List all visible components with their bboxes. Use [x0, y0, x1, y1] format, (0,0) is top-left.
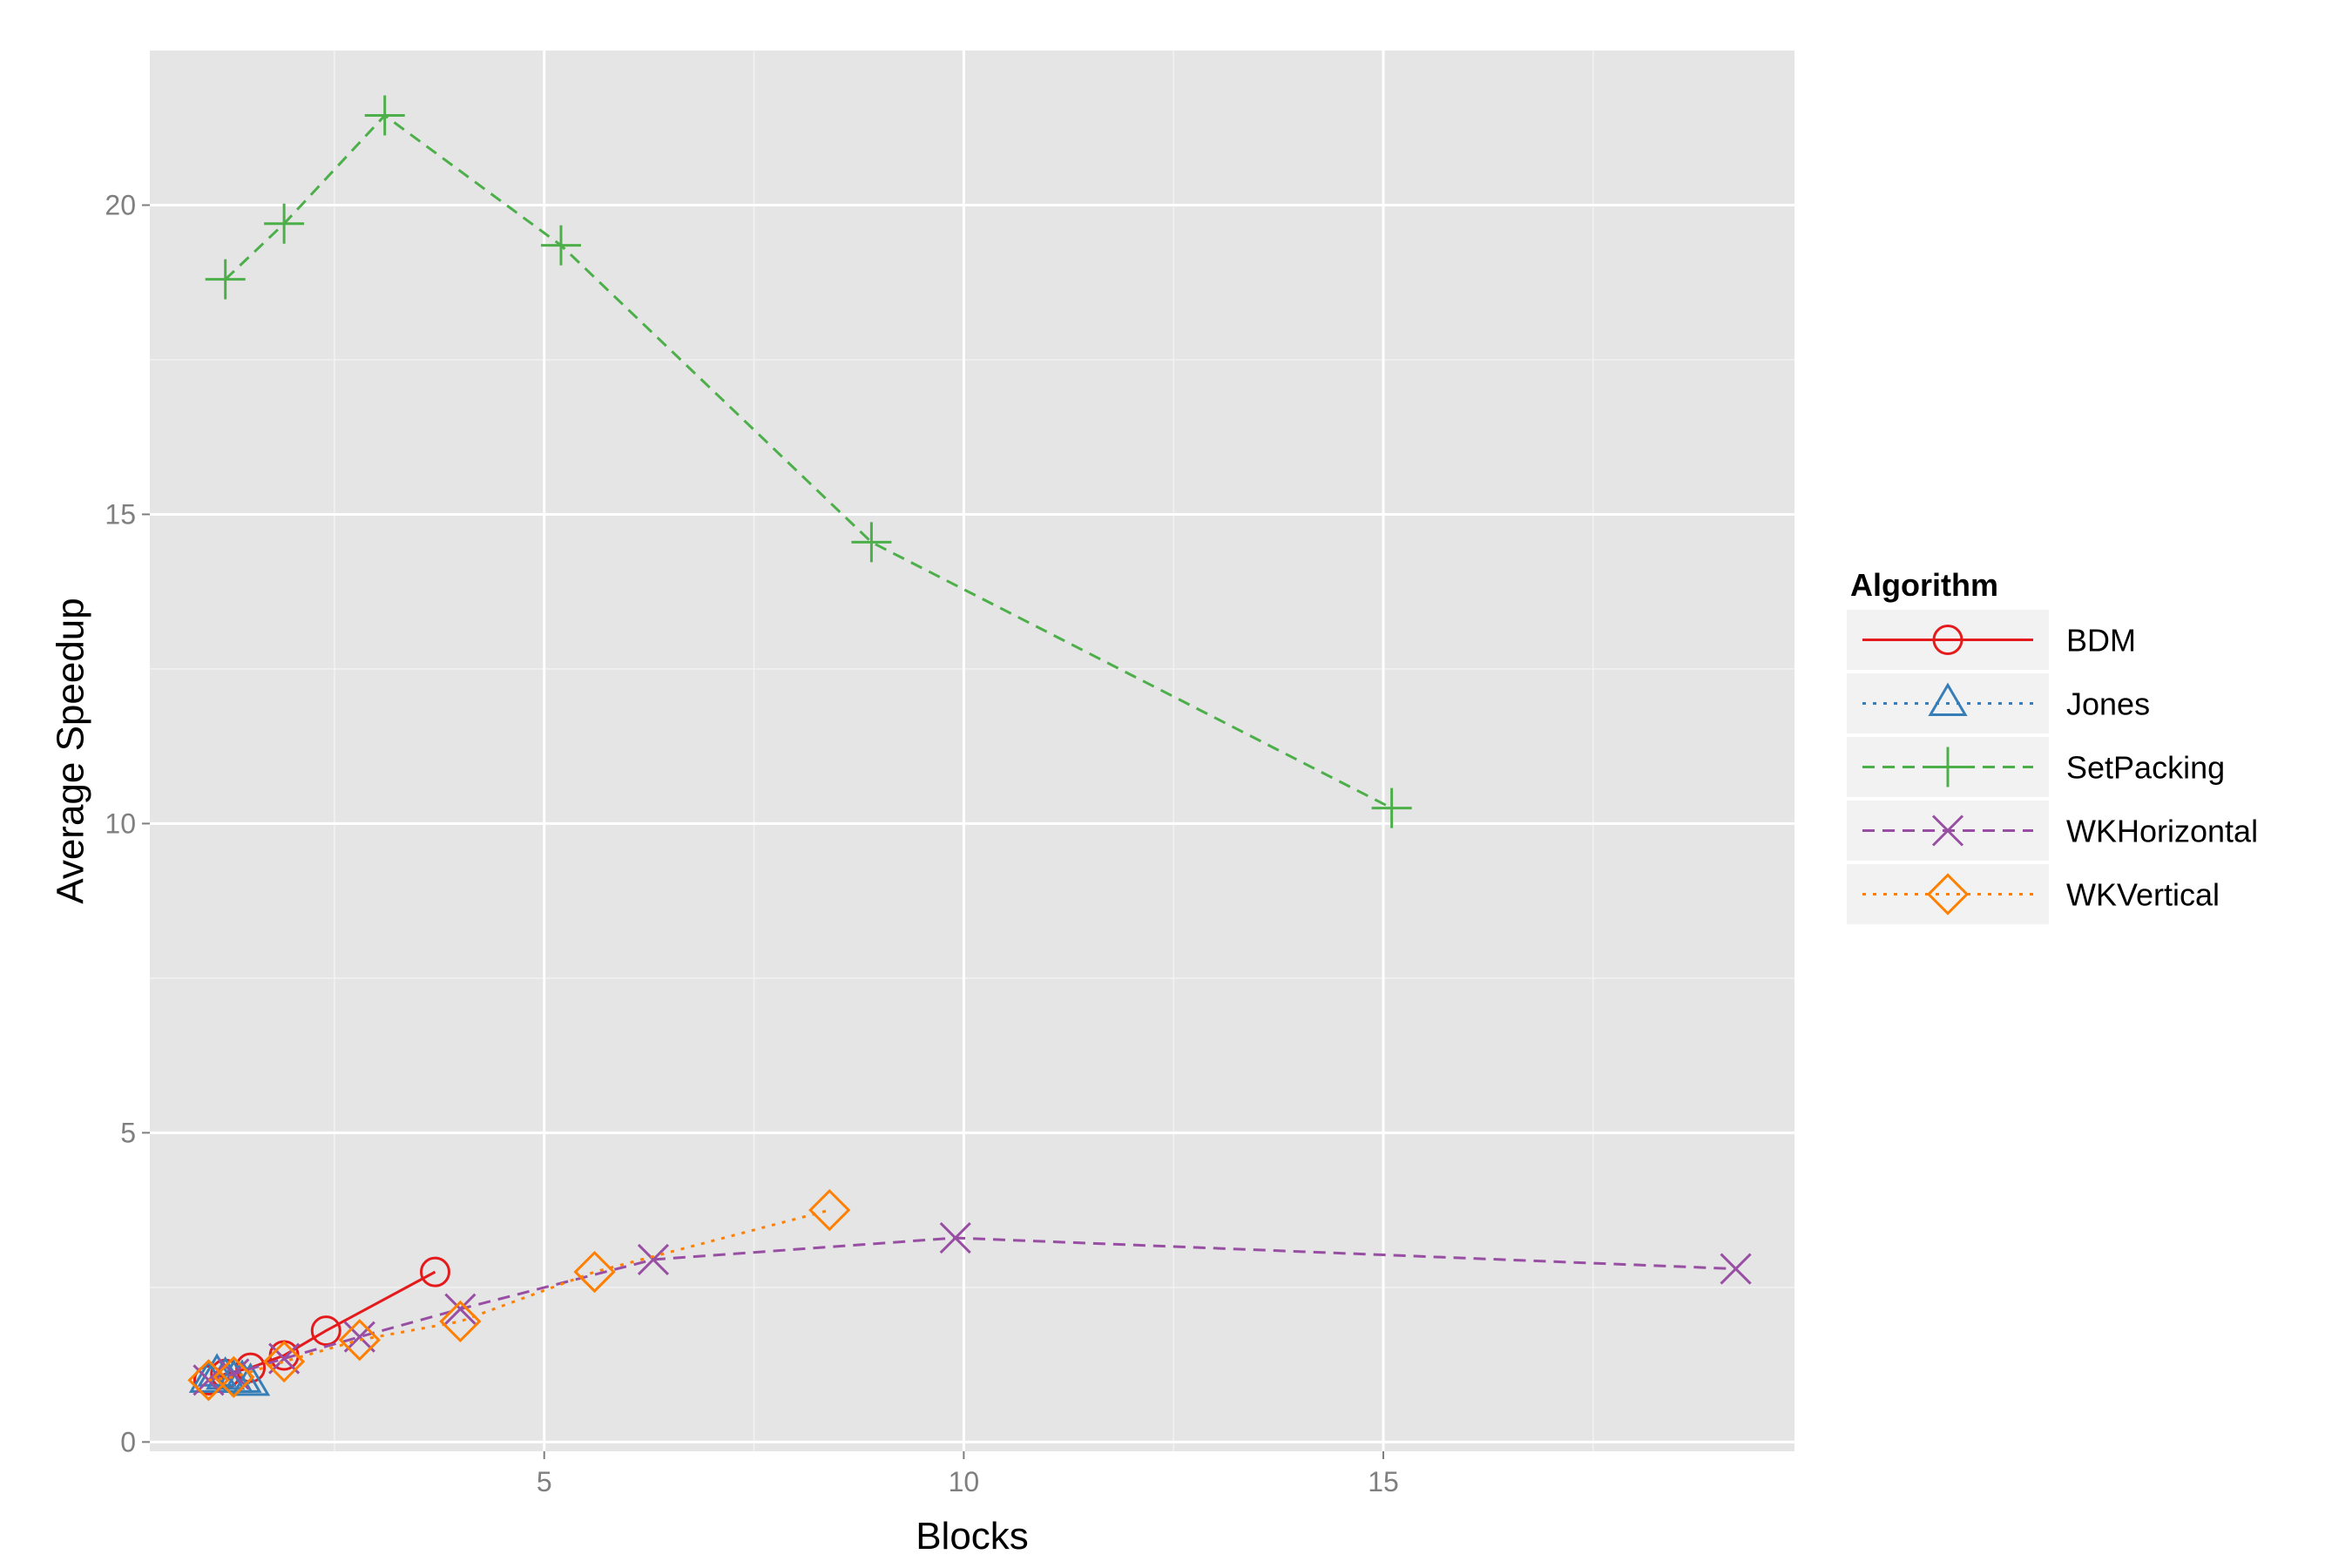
legend-item-wkhorizontal: WKHorizontal [1847, 801, 2258, 861]
series-setpacking [205, 95, 1412, 828]
legend-key-marker [1928, 747, 1968, 787]
data-point-wkhorizontal [444, 1293, 476, 1325]
data-point-wkhorizontal [268, 1342, 301, 1375]
data-point-wkvertical [573, 1250, 616, 1294]
data-point-wkvertical [263, 1340, 306, 1383]
legend-item-setpacking: SetPacking [1847, 737, 2225, 797]
major-gridlines [150, 51, 1794, 1451]
data-point-wkvertical [338, 1319, 381, 1362]
series-wkvertical [187, 1189, 851, 1402]
series-line-setpacking [224, 113, 1393, 810]
legend: Algorithm BDM Jones SetPacking WKHorizontal… [1847, 567, 2258, 924]
data-point-setpacking [205, 259, 246, 300]
data-point-wkvertical [187, 1359, 230, 1402]
data-point-jones [197, 1353, 237, 1387]
data-point-wkhorizontal [343, 1321, 375, 1353]
data-point-setpacking [851, 522, 892, 563]
x-tick-label: 5 [537, 1466, 552, 1497]
y-tick-label: 5 [120, 1117, 136, 1148]
legend-items: BDM Jones SetPacking WKHorizontal WKVertical [1847, 610, 2258, 924]
data-point-wkvertical [439, 1300, 482, 1343]
legend-label: BDM [2066, 623, 2136, 659]
y-tick-label: 20 [105, 189, 136, 220]
legend-label: WKVertical [2066, 877, 2220, 913]
series-wkhorizontal [193, 1222, 1752, 1396]
legend-item-bdm: BDM [1847, 610, 2136, 670]
x-axis-title: Blocks [916, 1515, 1029, 1558]
data-point-bdm [420, 1256, 451, 1288]
legend-item-wkvertical: WKVertical [1847, 864, 2220, 924]
data-point-wkhorizontal [1720, 1253, 1752, 1285]
data-point-setpacking [364, 95, 405, 136]
data-point-bdm [310, 1315, 341, 1347]
x-tick-label: 15 [1368, 1466, 1399, 1497]
data-point-wkhorizontal [939, 1222, 971, 1254]
plot-panel [150, 51, 1794, 1451]
legend-item-jones: Jones [1847, 673, 2150, 733]
data-point-wkvertical [213, 1355, 255, 1398]
y-axis-ticks: 0 5 10 15 20 [105, 189, 150, 1457]
legend-key-marker [1928, 682, 1968, 716]
data-point-wkvertical [808, 1189, 851, 1232]
x-axis-ticks: 5 10 15 [537, 1451, 1399, 1497]
legend-label: WKHorizontal [2066, 814, 2258, 849]
data-point-setpacking [264, 203, 305, 244]
data-point-setpacking [1371, 787, 1412, 828]
minor-gridlines [150, 51, 1794, 1451]
legend-key-marker [1932, 625, 1963, 655]
legend-key-marker [1926, 873, 1970, 916]
y-tick-label: 10 [105, 808, 136, 839]
data-point-jones [230, 1362, 271, 1396]
y-tick-label: 15 [105, 498, 136, 530]
y-axis-title: Average Speedup [49, 598, 91, 903]
data-point-wkhorizontal [637, 1243, 670, 1275]
legend-label: Jones [2066, 686, 2150, 722]
y-tick-label: 0 [120, 1426, 136, 1457]
series-line-wkhorizontal [208, 1236, 1736, 1382]
series-layer [187, 95, 1752, 1402]
x-tick-label: 10 [949, 1466, 980, 1497]
legend-label: SetPacking [2066, 750, 2225, 786]
legend-title: Algorithm [1850, 567, 1998, 603]
data-point-setpacking [541, 225, 581, 266]
legend-key-marker [1931, 814, 1964, 847]
